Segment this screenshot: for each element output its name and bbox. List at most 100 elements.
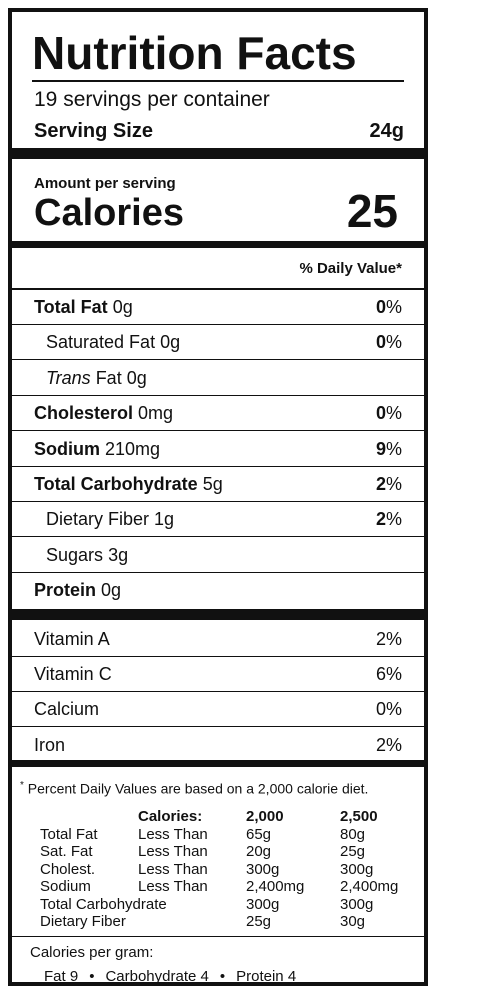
- dv-table-cell: Less Than: [138, 843, 208, 860]
- nutrient-name: Total Fat 0g: [34, 297, 133, 318]
- dv-table-cell: 300g: [340, 860, 374, 878]
- vitamin-name: Vitamin A: [34, 629, 110, 649]
- dv-table-cell: 20g: [246, 843, 272, 860]
- nutrient-daily-value: 0%: [375, 297, 402, 317]
- vitamin-daily-value: 2%: [375, 629, 402, 649]
- vitamin-name: Iron: [34, 734, 66, 755]
- dv-table-cell: Sodium: [40, 878, 91, 895]
- cpg-separator: •: [89, 968, 95, 985]
- nutrient-amount: 3g: [108, 544, 129, 565]
- calories-per-gram-values: Fat 9 • Carbohydrate 4 • Protein 4: [44, 968, 296, 985]
- cpg-protein: Protein 4: [236, 968, 297, 985]
- nutrition-facts-label: Nutrition Facts 19 servings per containe…: [8, 8, 428, 986]
- nutrient-row: Sugars 3g: [12, 538, 424, 573]
- footnote-asterisk: *: [20, 780, 24, 791]
- calories-per-gram-title: Calories per gram:: [30, 944, 154, 961]
- vitamin-row: Vitamin A 2%: [12, 622, 424, 657]
- calories-label: Calories: [34, 192, 184, 234]
- daily-value-number: 2: [375, 474, 386, 494]
- daily-value-number: 0: [375, 332, 386, 353]
- nutrient-name: Protein 0g: [34, 580, 121, 601]
- vitamin-row: Iron 2%: [12, 728, 424, 763]
- dv-table-header: 2,000: [246, 808, 284, 825]
- nutrient-name: Total Carbohydrate 5g: [34, 474, 223, 495]
- label-title: Nutrition Facts: [32, 27, 357, 79]
- nutrient-row: Total Fat 0g 0%: [12, 290, 424, 325]
- dv-table-cell: Less Than: [138, 878, 208, 895]
- row-divider: [12, 430, 424, 432]
- dv-table-cell: 300g: [246, 895, 280, 913]
- dv-table-header: Calories:: [138, 808, 203, 825]
- dv-table-cell: 30g: [340, 913, 366, 930]
- nutrient-daily-value: 9%: [375, 438, 402, 459]
- thick-divider-vitamins: [12, 609, 424, 620]
- nutrient-row: Trans Fat 0g: [12, 361, 424, 396]
- title-divider: [32, 80, 404, 82]
- cpg-carbohydrate: Carbohydrate 4: [105, 968, 209, 985]
- nutrient-row: Total Carbohydrate 5g 2%: [12, 467, 424, 502]
- amount-per-serving: Amount per serving: [34, 175, 176, 192]
- nutrient-label: Trans: [46, 367, 91, 388]
- nutrient-row: Cholesterol 0mg 0%: [12, 396, 424, 432]
- dv-table-cell: 300g: [246, 860, 280, 878]
- nutrient-amount: 0g: [101, 580, 122, 601]
- nutrient-amount: 0g: [160, 332, 181, 353]
- vitamin-daily-value: 0%: [375, 699, 402, 720]
- daily-value-number: 0: [375, 297, 386, 317]
- row-divider: [12, 656, 424, 657]
- nutrient-row: Dietary Fiber 1g 2%: [12, 502, 424, 538]
- nutrient-daily-value: 0%: [375, 403, 402, 424]
- nutrient-daily-value: 2%: [375, 474, 402, 494]
- nutrient-name: Sodium 210mg: [34, 439, 160, 460]
- vitamin-name: Vitamin C: [34, 664, 112, 685]
- nutrient-amount: 5g: [202, 474, 223, 494]
- row-divider: [12, 726, 424, 728]
- medium-divider: [12, 241, 424, 248]
- nutrient-amount: 0g: [112, 297, 133, 317]
- dv-table-cell: 2,400mg: [246, 878, 305, 895]
- dv-table-cell: Cholest.: [40, 860, 96, 878]
- nutrient-label: Cholesterol: [34, 403, 134, 424]
- serving-size-value: 24g: [369, 120, 404, 142]
- nutrient-row: Saturated Fat 0g 0%: [12, 325, 424, 361]
- dv-table-cell: Less Than: [138, 825, 208, 843]
- daily-value-header: % Daily Value*: [299, 260, 402, 277]
- daily-value-number: 9: [375, 438, 386, 459]
- dv-table-cell: 25g: [246, 913, 272, 930]
- nutrient-row: Sodium 210mg 9%: [12, 432, 424, 467]
- dv-table-cell: Sat. Fat: [40, 843, 93, 860]
- cpg-separator: •: [219, 968, 226, 985]
- dv-table-cell: Total Carbohydrate: [40, 895, 167, 913]
- nutrient-daily-value: 2%: [375, 509, 402, 530]
- vitamin-row: Vitamin C 6%: [12, 657, 424, 693]
- row-divider: [12, 571, 424, 573]
- nutrient-amount: 210mg: [105, 438, 161, 459]
- row-divider: [12, 536, 424, 538]
- header-divider: [12, 288, 424, 290]
- dv-table-cell: Less Than: [138, 860, 208, 878]
- dv-table-header: 2,500: [340, 808, 378, 825]
- dv-table-cell: 2,400mg: [340, 878, 399, 895]
- cpg-fat: Fat 9: [44, 968, 79, 985]
- serving-size-row: Serving Size 24g: [34, 120, 404, 143]
- servings-per-container: 19 servings per container: [34, 88, 270, 111]
- calories-per-gram-divider: [12, 936, 424, 937]
- nutrient-label: Dietary Fiber: [46, 509, 150, 530]
- row-divider: [12, 501, 424, 502]
- dv-table-cell: 300g: [340, 895, 374, 913]
- nutrient-name: Sugars 3g: [46, 545, 128, 566]
- nutrient-name: Dietary Fiber 1g: [46, 509, 174, 530]
- footnote-text: Percent Daily Values are based on a 2,00…: [27, 780, 369, 797]
- row-divider: [12, 465, 424, 467]
- row-divider: [12, 324, 424, 325]
- serving-size-label: Serving Size: [34, 120, 153, 142]
- nutrient-suffix: Fat 0g: [90, 367, 147, 388]
- dv-table-cell: Total Fat: [40, 825, 98, 843]
- footnote: * Percent Daily Values are based on a 2,…: [20, 780, 368, 797]
- vitamin-daily-value: 6%: [375, 664, 402, 685]
- daily-value-number: 2: [375, 509, 386, 530]
- vitamin-name: Calcium: [34, 699, 100, 720]
- row-divider: [12, 359, 424, 361]
- nutrient-label: Total Carbohydrate: [34, 474, 198, 494]
- vitamin-row: Calcium 0%: [12, 692, 424, 728]
